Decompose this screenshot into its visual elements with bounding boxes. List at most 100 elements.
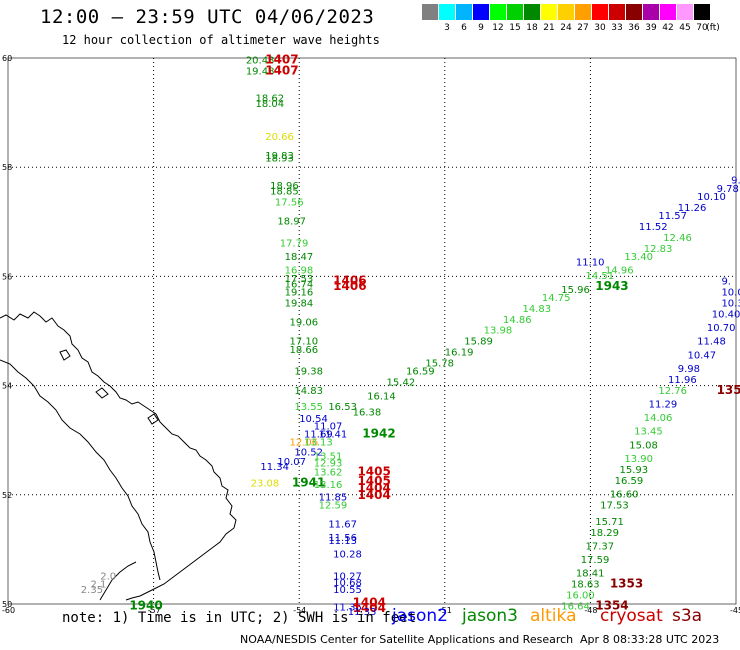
wave-height-label: 19.84 <box>285 298 314 309</box>
scale-tick-label: 36 <box>628 23 640 33</box>
wave-height-label: 17.53 <box>285 274 314 285</box>
wave-height-label: 17.10 <box>289 337 318 348</box>
wave-height-label: 15.71 <box>595 517 624 528</box>
lon-axis-label: -60 <box>2 606 15 615</box>
lat-axis-label: 54 <box>2 382 12 391</box>
wave-height-label: 17.53 <box>600 500 629 511</box>
wave-height-label: 11.07 <box>314 421 343 432</box>
lon-axis-label: -51 <box>439 606 452 615</box>
scale-swatch <box>524 4 540 20</box>
wave-height-label: 18.29 <box>590 528 619 539</box>
wave-height-label: 11.34 <box>260 462 289 473</box>
legend-s3a: s3a <box>672 606 703 626</box>
scale-tick-label: 24 <box>560 23 572 33</box>
wave-height-label: 16.64 <box>561 601 590 612</box>
wave-height-label: 10.70 <box>707 323 736 334</box>
pass-time-label: 1404 <box>353 596 386 610</box>
coastline <box>0 311 237 601</box>
wave-height-label: 10.10 <box>697 192 726 203</box>
scale-tick-label: 39 <box>645 23 657 33</box>
pass-time-label: 1406 <box>333 279 366 293</box>
wave-height-label: 20.66 <box>265 132 294 143</box>
wave-height-label: 18.04 <box>256 99 285 110</box>
wave-height-label: 19.83 <box>265 151 294 162</box>
map-title: 12:00 – 23:59 UTC 04/06/2023 <box>40 6 375 28</box>
wave-height-label: 19.16 <box>285 288 314 299</box>
pass-time-label: 1405 <box>357 474 390 488</box>
wave-height-label: 11.35 <box>333 603 362 614</box>
wave-height-label: 23.08 <box>251 479 280 490</box>
wave-height-label: 14.75 <box>542 293 571 304</box>
wave-height-label: 17.59 <box>581 555 610 566</box>
scale-swatch <box>626 4 642 20</box>
wave-height-label: 18.41 <box>576 569 605 580</box>
pass-time-label: 1941 <box>292 476 325 490</box>
wave-height-label: 10.47 <box>687 350 716 361</box>
lon-axis-label: -54 <box>293 606 306 615</box>
island-3 <box>147 413 159 425</box>
wave-height-label: 18.47 <box>285 252 314 263</box>
scale-swatch <box>422 4 438 20</box>
pass-time-label: 1943 <box>595 279 628 293</box>
scale-swatch <box>558 4 574 20</box>
wave-height-label: 12.46 <box>663 233 692 244</box>
wave-height-label: 11.52 <box>639 222 668 233</box>
wave-height-label: 10.28 <box>333 550 362 561</box>
wave-height-label: 15.78 <box>425 358 454 369</box>
wave-height-label: 10.40 <box>712 309 740 320</box>
wave-height-label: 20.43 <box>246 55 275 66</box>
wave-height-label: 17.79 <box>280 238 309 249</box>
wave-height-label: 12.83 <box>644 244 673 255</box>
map-subtitle: 12 hour collection of altimeter wave hei… <box>62 33 380 47</box>
pass-time-label: 1407 <box>265 63 298 77</box>
wave-height-label: 12.59 <box>319 500 348 511</box>
wave-height-label: 14.96 <box>605 266 634 277</box>
scale-swatch <box>490 4 506 20</box>
island-1 <box>59 349 71 361</box>
wave-height-label: 9. <box>721 277 731 288</box>
inner-coast <box>0 359 161 581</box>
wave-height-label: 13.40 <box>624 252 653 263</box>
pass-time-label: 1407 <box>265 52 298 66</box>
scale-tick-label: 33 <box>611 23 623 33</box>
wave-height-label: 14.06 <box>644 413 673 424</box>
wave-height-label: 10.55 <box>333 585 362 596</box>
wave-height-label: 15.42 <box>387 378 416 389</box>
scale-tick-label: 18 <box>526 23 538 33</box>
wave-height-label: 11.13 <box>328 536 357 547</box>
wave-height-label: 16.38 <box>353 408 382 419</box>
labrador-coast <box>0 311 237 601</box>
scale-swatch <box>507 4 523 20</box>
wave-height-label: 18.62 <box>256 94 285 105</box>
wave-height-label: 13.98 <box>484 326 513 337</box>
lon-axis-label: -45 <box>730 606 740 615</box>
wave-height-label: 16.74 <box>285 279 314 290</box>
wave-height-label: 13.62 <box>314 468 343 479</box>
scale-tick-label: 21 <box>543 23 555 33</box>
scale-swatch <box>439 4 455 20</box>
scale-unit-label: (ft) <box>706 23 720 33</box>
wave-height-label: 2.35 <box>81 585 103 596</box>
credit-line: NOAA/NESDIS Center for Satellite Applica… <box>240 633 574 646</box>
scale-tick-label: 12 <box>492 23 504 33</box>
wave-height-label: 11.67 <box>328 520 357 531</box>
wave-height-label: 13.90 <box>624 454 653 465</box>
wave-height-label: 11.85 <box>319 492 348 503</box>
wave-height-label: 13.51 <box>314 451 343 462</box>
generated-timestamp: Apr 8 08:33:28 UTC 2023 <box>580 633 720 646</box>
wave-height-label: 18.93 <box>265 154 294 165</box>
scale-swatch <box>541 4 557 20</box>
wave-height-label: 13.45 <box>634 427 663 438</box>
scale-tick-label: 3 <box>444 23 450 33</box>
wave-height-label: 19.06 <box>289 318 318 329</box>
scale-swatch <box>592 4 608 20</box>
footer-note: note: 1) Time is in UTC; 2) SWH is in fe… <box>62 610 417 626</box>
wave-height-label: 16.14 <box>367 391 396 402</box>
wave-height-label: 18.96 <box>270 181 299 192</box>
pass-time-label: 1404 <box>357 481 390 495</box>
legend-cryosat: cryosat <box>600 606 663 626</box>
wave-height-label: 13.16 <box>314 480 343 491</box>
wave-height-label: 18.66 <box>289 345 318 356</box>
wave-height-label: 16.59 <box>615 476 644 487</box>
legend-jason3: jason3 <box>462 606 518 626</box>
